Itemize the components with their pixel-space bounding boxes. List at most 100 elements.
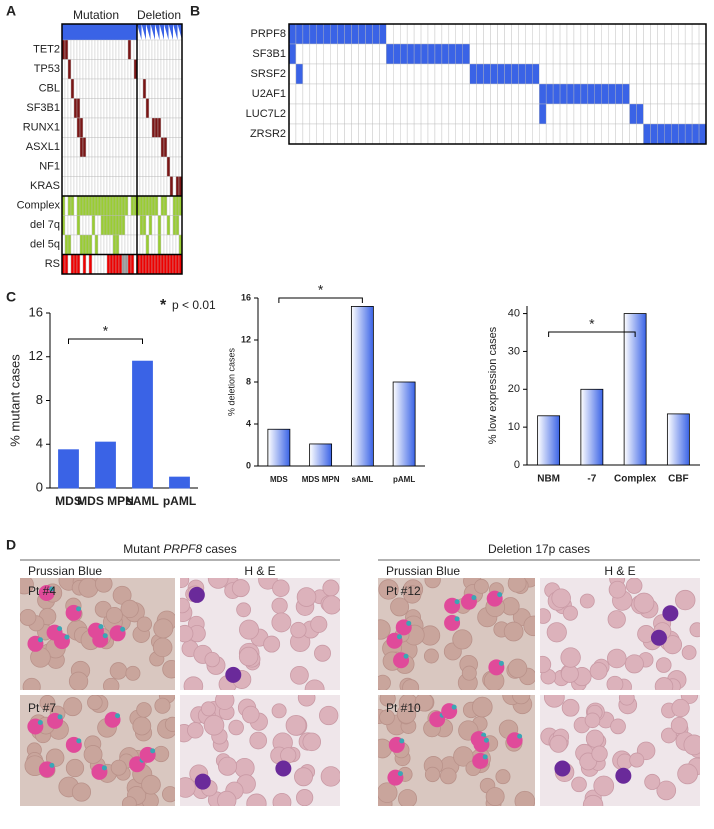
matrix-cell (124, 156, 129, 177)
matrix-cell (115, 117, 120, 138)
significance-bracket (68, 338, 143, 344)
cell (403, 585, 422, 604)
matrix-cell (166, 137, 171, 158)
matrix-cell (539, 63, 547, 85)
matrix-cell (148, 156, 153, 177)
x-tick-label: Complex (614, 474, 657, 485)
matrix-cell (629, 23, 637, 45)
row-label: ASXL1 (26, 141, 60, 153)
matrix-cell (406, 43, 415, 65)
cell (136, 616, 153, 632)
matrix-cell (351, 43, 359, 65)
matrix-cell (97, 117, 102, 138)
matrix-cell (73, 117, 78, 138)
matrix-cell (393, 83, 401, 105)
matrix-cell (643, 43, 651, 65)
matrix-cell (130, 176, 135, 197)
cell (180, 597, 190, 614)
matrix-cell (163, 98, 168, 119)
matrix-cell (127, 254, 132, 275)
matrix-cell (73, 234, 78, 255)
cell (544, 695, 565, 708)
matrix-cell (163, 195, 168, 216)
matrix-cell (121, 254, 126, 275)
matrix-cell (295, 23, 304, 45)
nucleated-cell (615, 767, 632, 784)
matrix-cell (166, 234, 171, 255)
matrix-cell (316, 63, 324, 85)
cell (314, 644, 331, 662)
matrix-cell (309, 63, 318, 85)
cell (607, 648, 627, 669)
matrix-cell (330, 123, 338, 145)
matrix-cell (566, 23, 575, 45)
matrix-cell (151, 176, 156, 197)
cell (591, 745, 608, 762)
matrix-cell (118, 137, 123, 158)
matrix-cell (671, 103, 679, 125)
cell (207, 578, 229, 589)
matrix-cell (103, 137, 108, 158)
matrix-cell (344, 43, 352, 65)
iron-granule (454, 599, 460, 605)
matrix-cell (518, 23, 526, 45)
matrix-cell (76, 137, 81, 158)
matrix-cell (139, 234, 144, 255)
matrix-cell (121, 98, 126, 119)
row-label: RS (45, 258, 60, 270)
matrix-cell (64, 176, 69, 197)
cell (585, 729, 605, 748)
matrix-cell (594, 123, 602, 145)
matrix-cell (441, 63, 450, 85)
matrix-cell (511, 23, 519, 45)
matrix-cell (97, 156, 102, 177)
matrix-cell (358, 63, 366, 85)
matrix-cell (97, 234, 102, 255)
matrix-cell (82, 78, 87, 99)
matrix-cell (82, 156, 87, 177)
matrix-cell (106, 234, 111, 255)
matrix-cell (169, 137, 174, 158)
matrix-cell (608, 43, 616, 65)
matrix-cell (154, 215, 159, 236)
matrix-cell (420, 123, 429, 145)
matrix-cell (406, 63, 415, 85)
matrix-cell (139, 156, 144, 177)
cell (644, 773, 661, 790)
iron-granule (64, 634, 70, 640)
x-tick-label: -7 (587, 474, 596, 485)
matrix-cell (358, 103, 366, 125)
cell (125, 665, 141, 681)
matrix-cell (643, 63, 651, 85)
matrix-cell (79, 137, 84, 158)
matrix-cell (82, 195, 87, 216)
cell (378, 579, 399, 600)
matrix-cell (476, 83, 484, 105)
cell (378, 619, 391, 640)
row-label: Complex (17, 200, 61, 212)
matrix-cell (169, 59, 174, 80)
matrix-cell (636, 63, 644, 85)
cell (322, 579, 340, 597)
header-wedge (173, 24, 178, 40)
matrix-cell (650, 123, 658, 145)
x-tick-label: sAML (351, 475, 373, 484)
matrix-cell (97, 137, 102, 158)
matrix-cell (664, 43, 672, 65)
matrix-cell (302, 83, 311, 105)
y-axis-label: % deletion cases (226, 347, 236, 416)
matrix-cell (691, 23, 700, 45)
matrix-cell (160, 137, 165, 158)
row-label: del 7q (30, 219, 60, 231)
matrix-cell (434, 103, 443, 125)
cell (540, 608, 551, 624)
matrix-cell (434, 83, 443, 105)
matrix-cell (157, 156, 162, 177)
matrix-cell (130, 156, 135, 177)
matrix-cell (587, 23, 595, 45)
matrix-cell (566, 43, 575, 65)
matrix-cell (88, 176, 93, 197)
matrix-cell (124, 137, 129, 158)
matrix-cell (166, 254, 171, 275)
matrix-cell (127, 234, 132, 255)
